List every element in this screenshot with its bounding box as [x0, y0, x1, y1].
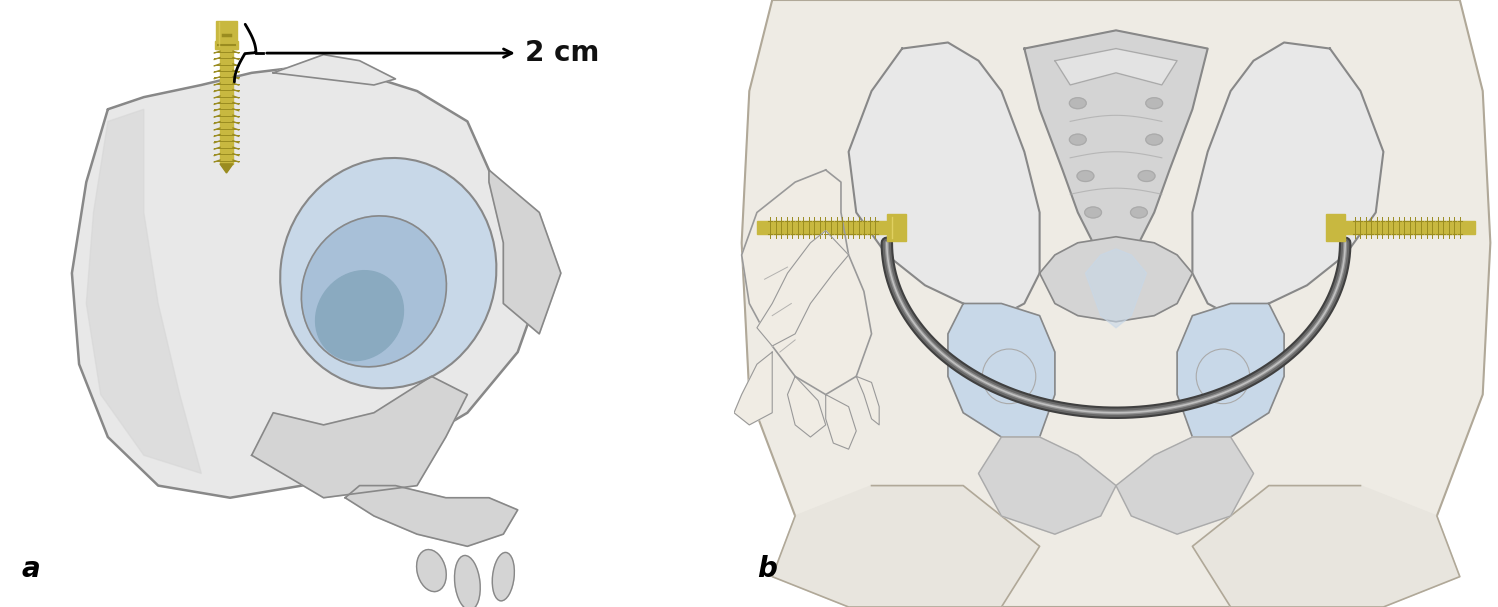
- Polygon shape: [1116, 437, 1254, 534]
- Polygon shape: [488, 170, 560, 334]
- Ellipse shape: [1070, 134, 1086, 145]
- Polygon shape: [1177, 304, 1284, 437]
- Polygon shape: [1025, 30, 1207, 255]
- Polygon shape: [1192, 486, 1459, 607]
- Ellipse shape: [416, 549, 446, 592]
- Text: b: b: [756, 555, 777, 583]
- Bar: [756, 221, 891, 234]
- Bar: [216, 21, 237, 49]
- Bar: [887, 214, 906, 241]
- Polygon shape: [857, 376, 879, 425]
- Ellipse shape: [1146, 98, 1162, 109]
- Ellipse shape: [1131, 207, 1147, 218]
- Polygon shape: [734, 352, 773, 425]
- Polygon shape: [978, 437, 1116, 534]
- Ellipse shape: [983, 349, 1035, 404]
- Ellipse shape: [301, 216, 446, 367]
- Ellipse shape: [1070, 98, 1086, 109]
- Polygon shape: [742, 0, 1491, 607]
- Polygon shape: [1055, 49, 1177, 85]
- Bar: [216, 41, 238, 49]
- Polygon shape: [1086, 249, 1146, 328]
- Ellipse shape: [1077, 171, 1094, 181]
- Polygon shape: [825, 395, 857, 449]
- Ellipse shape: [280, 158, 496, 388]
- Polygon shape: [87, 109, 201, 473]
- Text: a: a: [21, 555, 40, 583]
- Ellipse shape: [1197, 349, 1249, 404]
- Ellipse shape: [1085, 207, 1101, 218]
- Polygon shape: [72, 67, 539, 498]
- Polygon shape: [948, 304, 1055, 437]
- Polygon shape: [220, 164, 234, 173]
- Bar: [1326, 214, 1345, 241]
- Ellipse shape: [1138, 171, 1155, 181]
- Ellipse shape: [1146, 134, 1162, 145]
- Polygon shape: [252, 376, 467, 498]
- Polygon shape: [1192, 42, 1384, 316]
- Ellipse shape: [454, 555, 481, 607]
- Polygon shape: [848, 42, 1040, 316]
- Bar: [1341, 221, 1476, 234]
- Polygon shape: [345, 486, 518, 546]
- Polygon shape: [273, 55, 395, 85]
- Polygon shape: [788, 376, 825, 437]
- Polygon shape: [756, 231, 848, 346]
- Polygon shape: [742, 170, 872, 395]
- Polygon shape: [773, 486, 1040, 607]
- Bar: [220, 49, 234, 164]
- Ellipse shape: [493, 552, 514, 601]
- Ellipse shape: [316, 271, 403, 361]
- Polygon shape: [1040, 237, 1192, 322]
- Text: 2 cm: 2 cm: [524, 39, 599, 67]
